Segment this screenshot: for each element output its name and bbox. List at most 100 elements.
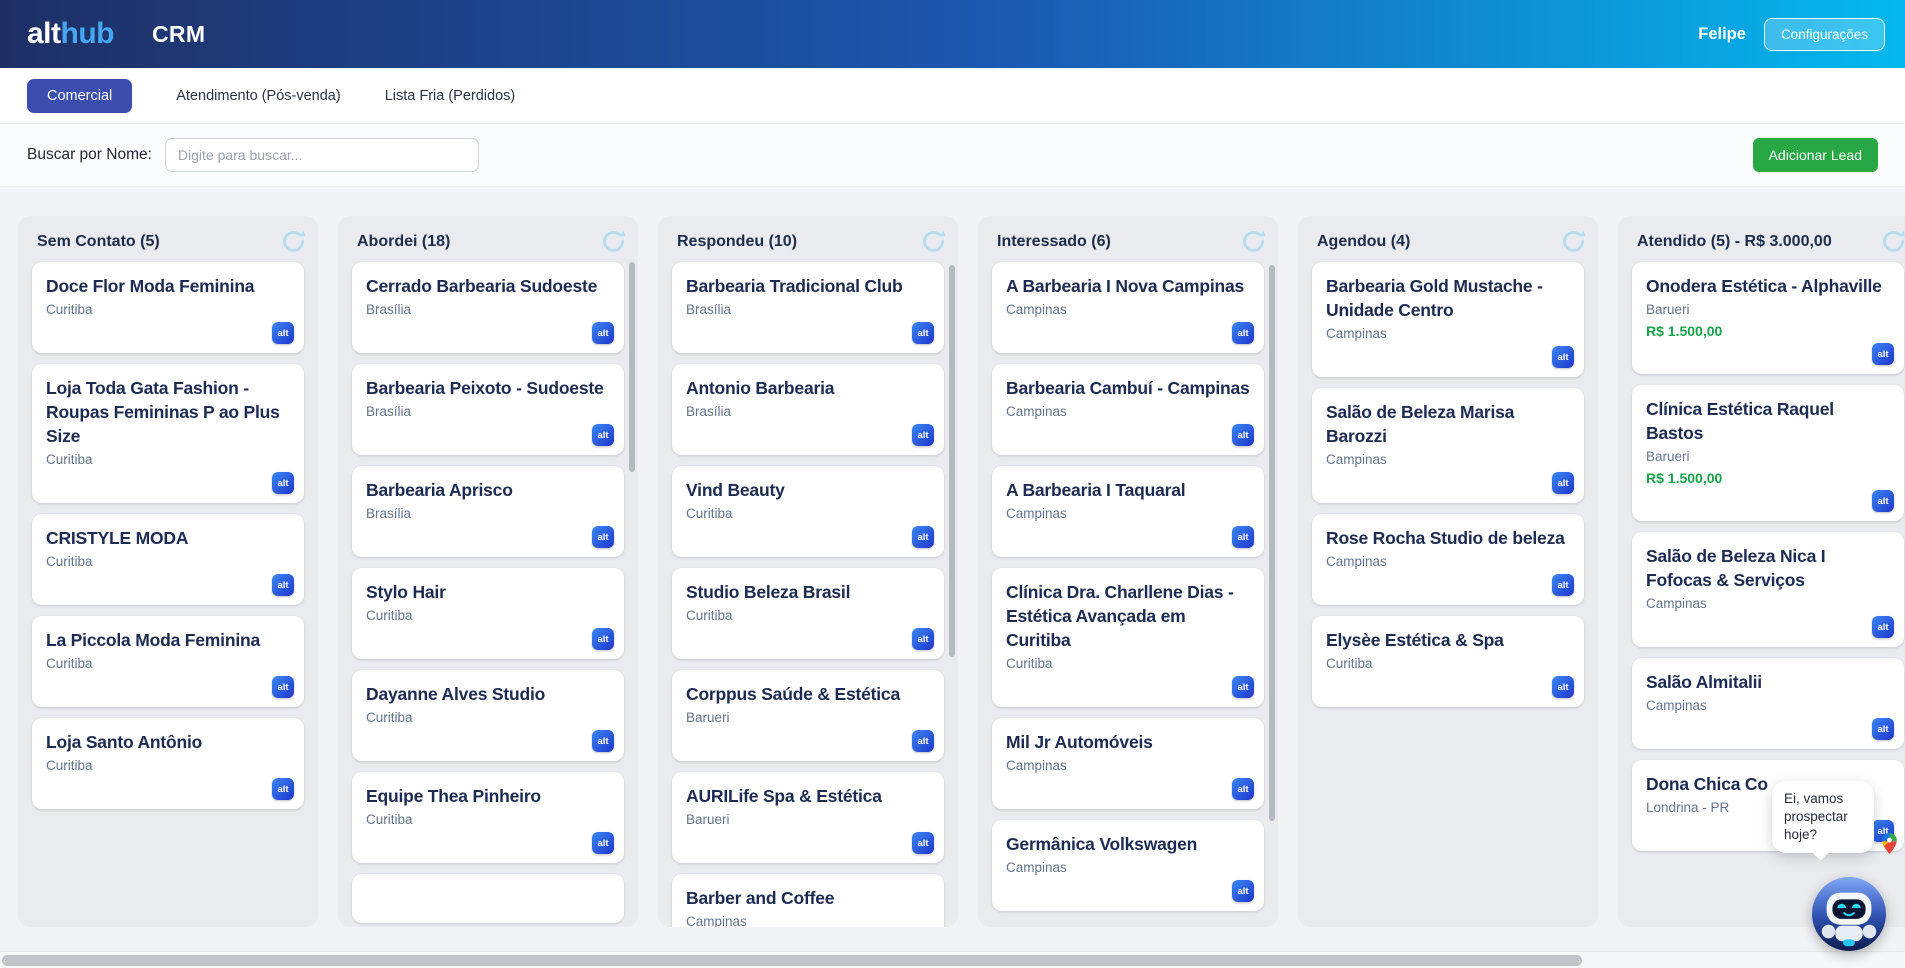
lead-card-studio-beleza-brasil[interactable]: Studio Beleza Brasil Curitiba alt [672, 568, 944, 659]
header-right: Felipe Configurações [1698, 17, 1885, 51]
alt-badge-icon: alt [1232, 322, 1254, 344]
refresh-icon[interactable] [280, 228, 307, 255]
chat-bubble-text: Ei, vamos prospectar hoje? [1784, 791, 1848, 842]
horizontal-scrollbar[interactable] [0, 951, 1905, 968]
lead-card-vind-beauty[interactable]: Vind Beauty Curitiba alt [672, 466, 944, 557]
lead-location: Curitiba [46, 554, 93, 569]
lead-card-a-barbearia-i-taquaral[interactable]: A Barbearia I Taquaral Campinas alt [992, 466, 1264, 557]
horizontal-scrollbar-thumb[interactable] [2, 955, 1582, 966]
chat-bubble[interactable]: Ei, vamos prospectar hoje? [1772, 781, 1874, 853]
lead-card-rose-rocha-studio-de-beleza[interactable]: Rose Rocha Studio de beleza Campinas alt [1312, 514, 1584, 605]
lead-location: Barueri [686, 710, 730, 725]
alt-badge-icon: alt [1872, 490, 1894, 512]
lead-card-stylo-hair[interactable]: Stylo Hair Curitiba alt [352, 568, 624, 659]
chatbot-avatar[interactable] [1812, 877, 1886, 951]
lead-location: Barueri [1646, 449, 1690, 464]
lead-name: Barbearia Gold Mustache - Unidade Centro [1326, 276, 1543, 320]
lead-card-blank[interactable] [352, 874, 624, 923]
column-header: Agendou (4) [1312, 216, 1584, 262]
lead-name: Studio Beleza Brasil [686, 582, 851, 602]
refresh-icon[interactable] [1240, 228, 1267, 255]
lead-name: Dayanne Alves Studio [366, 684, 546, 704]
lead-card-a-barbearia-i-nova-campinas[interactable]: A Barbearia I Nova Campinas Campinas alt [992, 262, 1264, 353]
lead-card-mil-jr-automoveis[interactable]: Mil Jr Automóveis Campinas alt [992, 718, 1264, 809]
kanban-board: Sem Contato (5) Doce Flor Moda Feminina Cu… [0, 187, 1905, 927]
lead-card-aurilife-spa-estetica[interactable]: AURILife Spa & Estética Barueri alt [672, 772, 944, 863]
lead-card-corppus-saude-estetica[interactable]: Corppus Saúde & Estética Barueri alt [672, 670, 944, 761]
lead-name: Salão de Beleza Marisa Barozzi [1326, 402, 1515, 446]
search-input[interactable] [164, 138, 479, 172]
kanban-column-interessado-6: Interessado (6) A Barbearia I Nova Campin… [978, 216, 1278, 927]
lead-location: Campinas [1006, 506, 1067, 521]
lead-card-cerrado-barbearia-sudoeste[interactable]: Cerrado Barbearia Sudoeste Brasília alt [352, 262, 624, 353]
column-scrollbar-thumb[interactable] [629, 262, 635, 472]
alt-badge-icon: alt [272, 472, 294, 494]
alt-badge-icon: alt [272, 778, 294, 800]
lead-name: Cerrado Barbearia Sudoeste [366, 276, 598, 296]
lead-card-barbearia-cambui-campinas[interactable]: Barbearia Cambuí - Campinas Campinas alt [992, 364, 1264, 455]
lead-location: Campinas [1006, 404, 1067, 419]
refresh-icon[interactable] [1880, 228, 1905, 255]
lead-location: Campinas [1326, 554, 1387, 569]
column-title: Interessado (6) [997, 233, 1111, 250]
alt-badge-icon: alt [912, 322, 934, 344]
tab-atendimento-pos-venda[interactable]: Atendimento (Pós-venda) [176, 79, 340, 113]
lead-card-cristyle-moda[interactable]: CRISTYLE MODA Curitiba alt [32, 514, 304, 605]
lead-location: Campinas [1006, 860, 1067, 875]
lead-card-salao-almitalii[interactable]: Salão Almitalii Campinas alt [1632, 658, 1904, 749]
lead-card-clinica-estetica-raquel-bastos[interactable]: Clínica Estética Raquel Bastos Barueri R$ … [1632, 385, 1904, 521]
lead-name: Vind Beauty [686, 480, 785, 500]
alt-badge-icon: alt [592, 322, 614, 344]
column-header: Interessado (6) [992, 216, 1264, 262]
card-list: Cerrado Barbearia Sudoeste Brasília alt Bar… [352, 262, 624, 923]
lead-card-salao-de-beleza-nica-i-fofocas-servicos[interactable]: Salão de Beleza Nica I Fofocas & Serviço… [1632, 532, 1904, 647]
column-scrollbar-thumb[interactable] [1269, 265, 1275, 821]
alt-badge-icon: alt [912, 832, 934, 854]
lead-name: Equipe Thea Pinheiro [366, 786, 541, 806]
alt-badge-icon: alt [592, 832, 614, 854]
lead-card-barbearia-gold-mustache-unidade-centro[interactable]: Barbearia Gold Mustache - Unidade Centro… [1312, 262, 1584, 377]
alt-badge-icon: alt [1232, 880, 1254, 902]
lead-location: Brasília [366, 404, 412, 419]
tab-comercial[interactable]: Comercial [27, 78, 133, 113]
lead-location: Brasília [366, 302, 412, 317]
refresh-icon[interactable] [1560, 228, 1587, 255]
tab-lista-fria-perdidos[interactable]: Lista Fria (Perdidos) [385, 79, 516, 113]
add-lead-button[interactable]: Adicionar Lead [1752, 138, 1878, 172]
lead-name: Clínica Estética Raquel Bastos [1646, 399, 1834, 443]
alt-badge-icon: alt [1872, 616, 1894, 638]
alt-badge-icon: alt [592, 424, 614, 446]
user-name: Felipe [1698, 24, 1746, 43]
refresh-icon[interactable] [920, 228, 947, 255]
lead-name: Clínica Dra. Charllene Dias - Estética A… [1006, 582, 1234, 650]
lead-card-clinica-dra-charllene-dias-estetica-avancada-em-curitiba[interactable]: Clínica Dra. Charllene Dias - Estética A… [992, 568, 1264, 707]
lead-card-barbearia-aprisco[interactable]: Barbearia Aprisco Brasília alt [352, 466, 624, 557]
refresh-icon[interactable] [600, 228, 627, 255]
lead-card-doce-flor-moda-feminina[interactable]: Doce Flor Moda Feminina Curitiba alt [32, 262, 304, 353]
page-title: CRM [152, 20, 206, 47]
lead-card-onodera-estetica-alphaville[interactable]: Onodera Estética - Alphaville Barueri R$ 1… [1632, 262, 1904, 374]
lead-card-barbearia-peixoto-sudoeste[interactable]: Barbearia Peixoto - Sudoeste Brasília alt [352, 364, 624, 455]
lead-card-la-piccola-moda-feminina[interactable]: La Piccola Moda Feminina Curitiba alt [32, 616, 304, 707]
lead-card-loja-santo-antonio[interactable]: Loja Santo Antônio Curitiba alt [32, 718, 304, 809]
tab-bar: Comercial Atendimento (Pós-venda) Lista Fr… [0, 68, 1905, 124]
lead-card-loja-toda-gata-fashion-roupas-femininas-p-ao-plus-size[interactable]: Loja Toda Gata Fashion - Roupas Feminina… [32, 364, 304, 503]
settings-button[interactable]: Configurações [1763, 17, 1885, 51]
lead-name: AURILife Spa & Estética [686, 786, 882, 806]
column-scrollbar-thumb[interactable] [949, 265, 955, 657]
lead-location: Curitiba [366, 608, 413, 623]
lead-card-antonio-barbearia[interactable]: Antonio Barbearia Brasília alt [672, 364, 944, 455]
app-header: alt hub CRM Felipe Configurações [0, 0, 1905, 68]
lead-location: Curitiba [46, 302, 93, 317]
lead-card-salao-de-beleza-marisa-barozzi[interactable]: Salão de Beleza Marisa Barozzi Campinas al… [1312, 388, 1584, 503]
alt-badge-icon: alt [1232, 526, 1254, 548]
lead-card-germanica-volkswagen[interactable]: Germânica Volkswagen Campinas alt [992, 820, 1264, 911]
card-list: Barbearia Tradicional Club Brasília alt Ant… [672, 262, 944, 927]
lead-card-equipe-thea-pinheiro[interactable]: Equipe Thea Pinheiro Curitiba alt [352, 772, 624, 863]
lead-card-elysee-estetica-spa[interactable]: Elysèe Estética & Spa Curitiba alt [1312, 616, 1584, 707]
lead-card-barber-and-coffee[interactable]: Barber and CoffeeCampinasalt [672, 874, 944, 927]
lead-card-barbearia-tradicional-club[interactable]: Barbearia Tradicional Club Brasília alt [672, 262, 944, 353]
google-maps-pin-icon[interactable] [1882, 833, 1897, 854]
alt-badge-icon: alt [1872, 718, 1894, 740]
lead-card-dayanne-alves-studio[interactable]: Dayanne Alves Studio Curitiba alt [352, 670, 624, 761]
